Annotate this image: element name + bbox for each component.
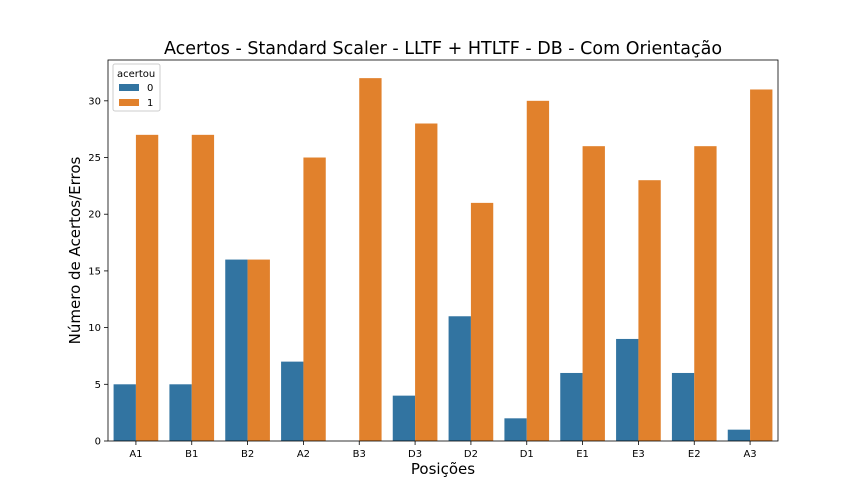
x-tick-label: D1 bbox=[520, 449, 534, 460]
bar-d2-series-0 bbox=[448, 316, 471, 441]
bar-e2-series-0 bbox=[671, 372, 695, 441]
x-axis: A1 B1 B2 A2 B3 D3 D2 D1 E1 E3 E2 A3 bbox=[129, 441, 757, 460]
y-tick-label: 15 bbox=[88, 266, 101, 277]
x-tick-label: E3 bbox=[632, 449, 645, 460]
x-tick-label: E1 bbox=[576, 449, 589, 460]
legend-swatch-0 bbox=[119, 84, 139, 91]
bar-a2-series-1 bbox=[303, 157, 326, 441]
bar-d1-series-1 bbox=[526, 100, 550, 442]
y-tick-label: 10 bbox=[88, 323, 101, 334]
bar-b2-series-0 bbox=[225, 259, 248, 441]
bar-d3-series-1 bbox=[415, 123, 438, 441]
x-tick-label: A3 bbox=[743, 449, 756, 460]
y-tick-label: 20 bbox=[88, 210, 101, 221]
legend-label-1: 1 bbox=[147, 98, 153, 109]
bars-group bbox=[113, 78, 773, 442]
y-axis-label: Número de Acertos/Erros bbox=[66, 156, 84, 344]
bar-e1-series-0 bbox=[560, 372, 583, 441]
bar-a1-series-0 bbox=[113, 384, 136, 441]
x-tick-label: B2 bbox=[241, 449, 254, 460]
bar-a1-series-1 bbox=[135, 134, 159, 441]
y-tick-label: 25 bbox=[88, 153, 101, 164]
bar-e3-series-1 bbox=[638, 180, 661, 442]
bar-e1-series-1 bbox=[582, 146, 605, 441]
y-tick-label: 30 bbox=[88, 96, 101, 107]
bar-e3-series-0 bbox=[616, 338, 639, 441]
legend-title: acertou bbox=[117, 69, 155, 80]
bar-d2-series-1 bbox=[470, 202, 494, 441]
x-tick-label: B3 bbox=[353, 449, 366, 460]
bar-b3-series-1 bbox=[359, 78, 382, 442]
bar-b1-series-0 bbox=[169, 384, 192, 441]
x-axis-label: Posições bbox=[411, 460, 475, 478]
x-tick-label: E2 bbox=[688, 449, 701, 460]
x-tick-label: D2 bbox=[464, 449, 478, 460]
plot-frame bbox=[107, 59, 779, 442]
bar-a2-series-0 bbox=[281, 361, 304, 441]
bar-a3-series-0 bbox=[727, 429, 751, 441]
legend: acertou 0 1 bbox=[112, 63, 161, 112]
y-tick-label: 0 bbox=[95, 437, 101, 448]
bar-b2-series-1 bbox=[247, 259, 270, 441]
x-tick-label: A2 bbox=[297, 449, 310, 460]
legend-swatch-1 bbox=[119, 99, 139, 106]
y-tick-label: 5 bbox=[95, 380, 101, 391]
bar-e2-series-1 bbox=[694, 146, 717, 441]
bar-a3-series-1 bbox=[750, 89, 773, 441]
bar-d3-series-0 bbox=[392, 395, 416, 441]
x-tick-label: B1 bbox=[185, 449, 198, 460]
y-axis: 0 5 10 15 20 25 30 bbox=[88, 96, 108, 448]
x-tick-label: A1 bbox=[129, 449, 142, 460]
legend-label-0: 0 bbox=[147, 83, 153, 94]
chart-title: Acertos - Standard Scaler - LLTF + HTLTF… bbox=[164, 39, 722, 59]
x-tick-label: D3 bbox=[408, 449, 422, 460]
bar-d1-series-0 bbox=[504, 418, 527, 441]
bar-b1-series-1 bbox=[191, 134, 215, 441]
